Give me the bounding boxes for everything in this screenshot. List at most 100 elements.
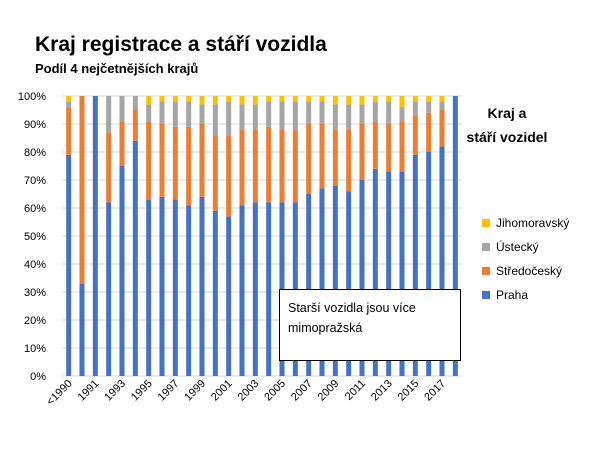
bar-segment [66, 154, 72, 376]
bar-segment [306, 101, 312, 124]
bar-segment [346, 191, 352, 376]
bar-segment [439, 146, 445, 376]
bar-segment [239, 96, 245, 105]
x-tick-label: 1995 [129, 378, 155, 404]
bar-segment [119, 96, 125, 122]
bar-segment [186, 126, 192, 206]
bar-segment [372, 121, 378, 169]
bar-segment [226, 216, 232, 376]
bar-segment [346, 129, 352, 192]
bar-segment [306, 96, 312, 102]
chart-subtitle: Podíl 4 nejčetnějších krajů [35, 61, 199, 76]
bar-segment [146, 199, 152, 376]
bar-segment [172, 126, 178, 200]
x-tick-label: 2007 [289, 378, 315, 404]
x-tick-label: 2005 [262, 378, 288, 404]
bar-segment [212, 135, 218, 211]
annotation-line2: mimopražská [288, 321, 363, 335]
bar-segment [66, 101, 72, 108]
bar-segment [119, 121, 125, 166]
bar-segment [186, 205, 192, 376]
legend-label-ustecky: Ústecký [496, 240, 539, 254]
bar-segment [292, 101, 298, 130]
bar-segment [292, 96, 298, 102]
bar-segment [426, 152, 432, 376]
bar-segment [226, 135, 232, 217]
bar-segment [412, 115, 418, 155]
bar-segment [412, 101, 418, 116]
y-tick-label: 60% [24, 203, 46, 215]
bar-segment [306, 194, 312, 376]
legend-label-praha: Praha [496, 288, 529, 302]
bar-segment [306, 124, 312, 194]
bar-segment [412, 96, 418, 102]
bar-segment [359, 104, 365, 124]
bar-segment [132, 110, 138, 141]
bar-segment [319, 188, 325, 376]
bar-segment [332, 96, 338, 105]
legend-swatch-stredocesky [482, 267, 490, 275]
legend-label-stredocesky: Středočeský [496, 264, 563, 278]
bar-segment [226, 96, 232, 102]
annotation-line1: Starší vozidla jsou více [288, 301, 416, 315]
bar-segment [266, 101, 272, 127]
bar-segment [79, 96, 85, 284]
bar-segment [372, 168, 378, 376]
y-tick-label: 50% [24, 231, 46, 243]
bar-segment [159, 196, 165, 376]
legend-item-stredocesky: Středočeský [482, 259, 569, 283]
legend-title: Kraj a stáří vozidel [462, 101, 552, 149]
bar-segment [386, 96, 392, 102]
bar-segment [359, 180, 365, 376]
bar-segment [66, 107, 72, 155]
bar-segment [319, 124, 325, 189]
bar-segment [239, 205, 245, 376]
legend-item-jihomoravsky: Jihomoravský [482, 211, 569, 235]
bar-segment [439, 110, 445, 147]
y-tick-label: 10% [24, 343, 46, 355]
bar-segment [212, 104, 218, 136]
bar-segment [332, 129, 338, 186]
legend-title-line1: Kraj a [487, 105, 527, 121]
x-tick-label: 2001 [209, 378, 235, 404]
y-tick-label: 100% [18, 91, 46, 103]
bar-segment [399, 171, 405, 376]
bar-segment [132, 140, 138, 376]
x-tick-label: 2017 [422, 378, 448, 404]
annotation-box: Starší vozidla jsou více mimopražská [279, 289, 461, 361]
legend-item-ustecky: Ústecký [482, 235, 569, 259]
bar-segment [172, 199, 178, 376]
bar-segment [399, 107, 405, 122]
bar-segment [186, 101, 192, 127]
bar-segment [252, 129, 258, 203]
chart-title: Kraj registrace a stáří vozidla [35, 33, 327, 56]
bar-segment [386, 101, 392, 124]
y-tick-label: 80% [24, 147, 46, 159]
bar-segment [332, 185, 338, 376]
bar-segment [386, 171, 392, 376]
bar-segment [292, 129, 298, 203]
bar-segment [279, 96, 285, 102]
bar-segment [359, 124, 365, 180]
x-tick-label: 2013 [369, 378, 395, 404]
legend-label-jihomoravsky: Jihomoravský [496, 216, 570, 230]
bar-segment [212, 96, 218, 105]
legend-item-praha: Praha [482, 283, 569, 307]
bar-segment [266, 96, 272, 102]
bar-segment [199, 124, 205, 197]
bar-segment [106, 132, 112, 203]
bar-segment [319, 96, 325, 102]
bar-segment [346, 96, 352, 105]
bar-segment [132, 96, 138, 110]
bar-segment [199, 104, 205, 124]
bar-segment [199, 196, 205, 376]
bar-segment [252, 202, 258, 376]
bar-segment [146, 104, 152, 122]
bar-segment [279, 129, 285, 203]
bar-segment [79, 283, 85, 376]
x-tick-label: 2011 [343, 378, 368, 403]
bar-segment [172, 96, 178, 102]
y-tick-label: 40% [24, 259, 46, 271]
bar-segment [159, 101, 165, 124]
legend-swatch-ustecky [482, 243, 490, 251]
